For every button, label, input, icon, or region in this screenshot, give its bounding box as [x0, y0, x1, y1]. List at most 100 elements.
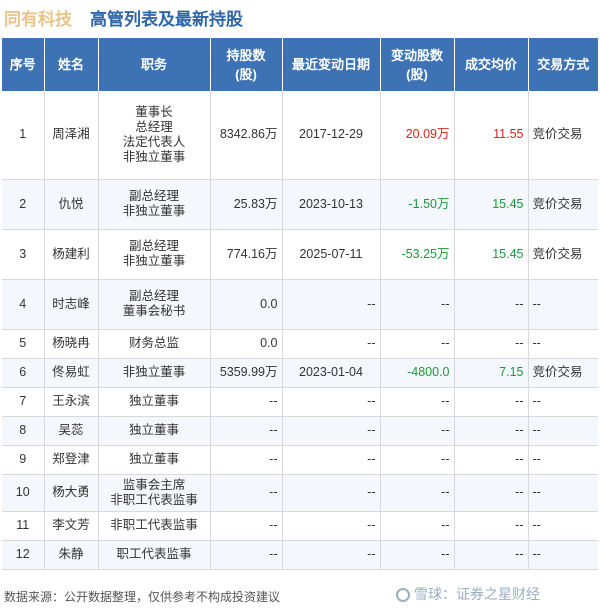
title-bar: 同有科技 高管列表及最新持股	[0, 0, 600, 34]
cell-date: --	[282, 445, 381, 475]
cell-price: --	[454, 445, 529, 475]
cell-change: -1.50万	[380, 179, 455, 230]
cell-method: 竞价交易	[528, 179, 598, 230]
page-title: 高管列表及最新持股	[90, 10, 243, 29]
table-row: 9 郑登津 独立董事 -- -- -- -- --	[2, 445, 598, 475]
cell-name: 杨建利	[44, 229, 99, 280]
role-line: 总经理	[135, 119, 173, 134]
cell-date: --	[282, 279, 381, 330]
cell-no: 10	[2, 474, 45, 512]
cell-shares: 8342.86万	[210, 91, 283, 180]
cell-method: 竞价交易	[528, 91, 598, 180]
role-line: 职工代表监事	[116, 547, 192, 561]
cell-shares: --	[210, 511, 283, 541]
cell-change: --	[380, 387, 455, 417]
cell-price: 7.15	[454, 358, 529, 388]
role-line: 独立董事	[128, 452, 179, 466]
cell-no: 2	[2, 179, 45, 230]
role-line: 副总经理	[128, 239, 179, 253]
cell-no: 9	[2, 445, 45, 475]
role-line: 法定代表人	[122, 134, 186, 149]
cell-name: 仇悦	[44, 179, 99, 230]
cell-method: --	[528, 279, 598, 330]
header-shares: 持股数 (股)	[210, 38, 283, 91]
cell-price: --	[454, 279, 529, 330]
cell-name: 杨晓冉	[44, 329, 99, 359]
cell-name: 郑登津	[44, 445, 99, 475]
cell-name: 吴蕊	[44, 416, 99, 446]
cell-date: 2023-01-04	[282, 358, 381, 388]
cell-shares: 0.0	[210, 329, 283, 359]
cell-price: --	[454, 387, 529, 417]
cell-price: --	[454, 416, 529, 446]
table-row: 1 周泽湘 董事长 总经理 法定代表人 非独立董事 8342.86万 2017-12-29 20…	[2, 91, 598, 180]
role-line: 非独立董事	[122, 204, 186, 218]
cell-roles: 非职工代表监事	[98, 511, 211, 541]
cell-roles: 独立董事	[98, 387, 211, 417]
cell-method: --	[528, 511, 598, 541]
role-line: 独立董事	[128, 394, 179, 408]
header-change: 变动股数 (股)	[380, 38, 455, 91]
cell-roles: 独立董事	[98, 416, 211, 446]
cell-date: --	[282, 416, 381, 446]
cell-shares: 5359.99万	[210, 358, 283, 388]
role-line: 非独立董事	[122, 149, 186, 164]
header-name: 姓名	[44, 38, 99, 91]
cell-method: --	[528, 474, 598, 512]
role-line: 副总经理	[128, 189, 179, 203]
cell-no: 4	[2, 279, 45, 330]
role-line: 非独立董事	[122, 365, 186, 379]
cell-name: 时志峰	[44, 279, 99, 330]
cell-method: 竞价交易	[528, 229, 598, 280]
cell-roles: 非独立董事	[98, 358, 211, 388]
role-line: 非职工代表监事	[110, 518, 198, 532]
cell-shares: 774.16万	[210, 229, 283, 280]
table-body: 1 周泽湘 董事长 总经理 法定代表人 非独立董事 8342.86万 2017-12-29 20…	[2, 91, 598, 570]
cell-price: --	[454, 474, 529, 512]
header-price: 成交均价	[454, 38, 529, 91]
cell-price: --	[454, 329, 529, 359]
table-row: 6 佟易虹 非独立董事 5359.99万 2023-01-04 -4800.0 7.15 竞价…	[2, 358, 598, 388]
executives-table: 序号 姓名 职务 持股数 (股) 最近变动日期 变动股数 (股) 成交均价 交易…	[2, 38, 598, 570]
cell-name: 朱静	[44, 540, 99, 570]
cell-name: 佟易虹	[44, 358, 99, 388]
cell-roles: 董事长 总经理 法定代表人 非独立董事	[98, 91, 211, 180]
role-line: 董事长	[135, 104, 173, 119]
role-line: 独立董事	[128, 423, 179, 437]
header-role: 职务	[98, 38, 211, 91]
cell-price: --	[454, 540, 529, 570]
cell-change: --	[380, 511, 455, 541]
cell-change: --	[380, 474, 455, 512]
cell-no: 5	[2, 329, 45, 359]
cell-roles: 副总经理 董事会秘书	[98, 279, 211, 330]
cell-method: --	[528, 329, 598, 359]
table-header-row: 序号 姓名 职务 持股数 (股) 最近变动日期 变动股数 (股) 成交均价 交易…	[2, 38, 598, 91]
cell-method: --	[528, 445, 598, 475]
cell-name: 王永滨	[44, 387, 99, 417]
cell-shares: --	[210, 474, 283, 512]
cell-roles: 独立董事	[98, 445, 211, 475]
cell-name: 杨大勇	[44, 474, 99, 512]
table-row: 8 吴蕊 独立董事 -- -- -- -- --	[2, 416, 598, 446]
cell-name: 周泽湘	[44, 91, 99, 180]
company-name: 同有科技	[4, 10, 72, 29]
cell-change: --	[380, 540, 455, 570]
cell-roles: 职工代表监事	[98, 540, 211, 570]
table-row: 12 朱静 职工代表监事 -- -- -- -- --	[2, 540, 598, 570]
header-no: 序号	[2, 38, 45, 91]
cell-date: --	[282, 329, 381, 359]
cell-method: --	[528, 387, 598, 417]
cell-change: -4800.0	[380, 358, 455, 388]
cell-roles: 监事会主席 非职工代表监事	[98, 474, 211, 512]
cell-method: --	[528, 416, 598, 446]
cell-change: --	[380, 279, 455, 330]
cell-date: 2025-07-11	[282, 229, 381, 280]
cell-date: --	[282, 387, 381, 417]
cell-shares: --	[210, 445, 283, 475]
cell-change: 20.09万	[380, 91, 455, 180]
cell-change: --	[380, 445, 455, 475]
cell-shares: --	[210, 387, 283, 417]
table-row: 11 李文芳 非职工代表监事 -- -- -- -- --	[2, 511, 598, 541]
role-line: 非职工代表监事	[110, 492, 198, 507]
role-line: 监事会主席	[122, 477, 186, 492]
